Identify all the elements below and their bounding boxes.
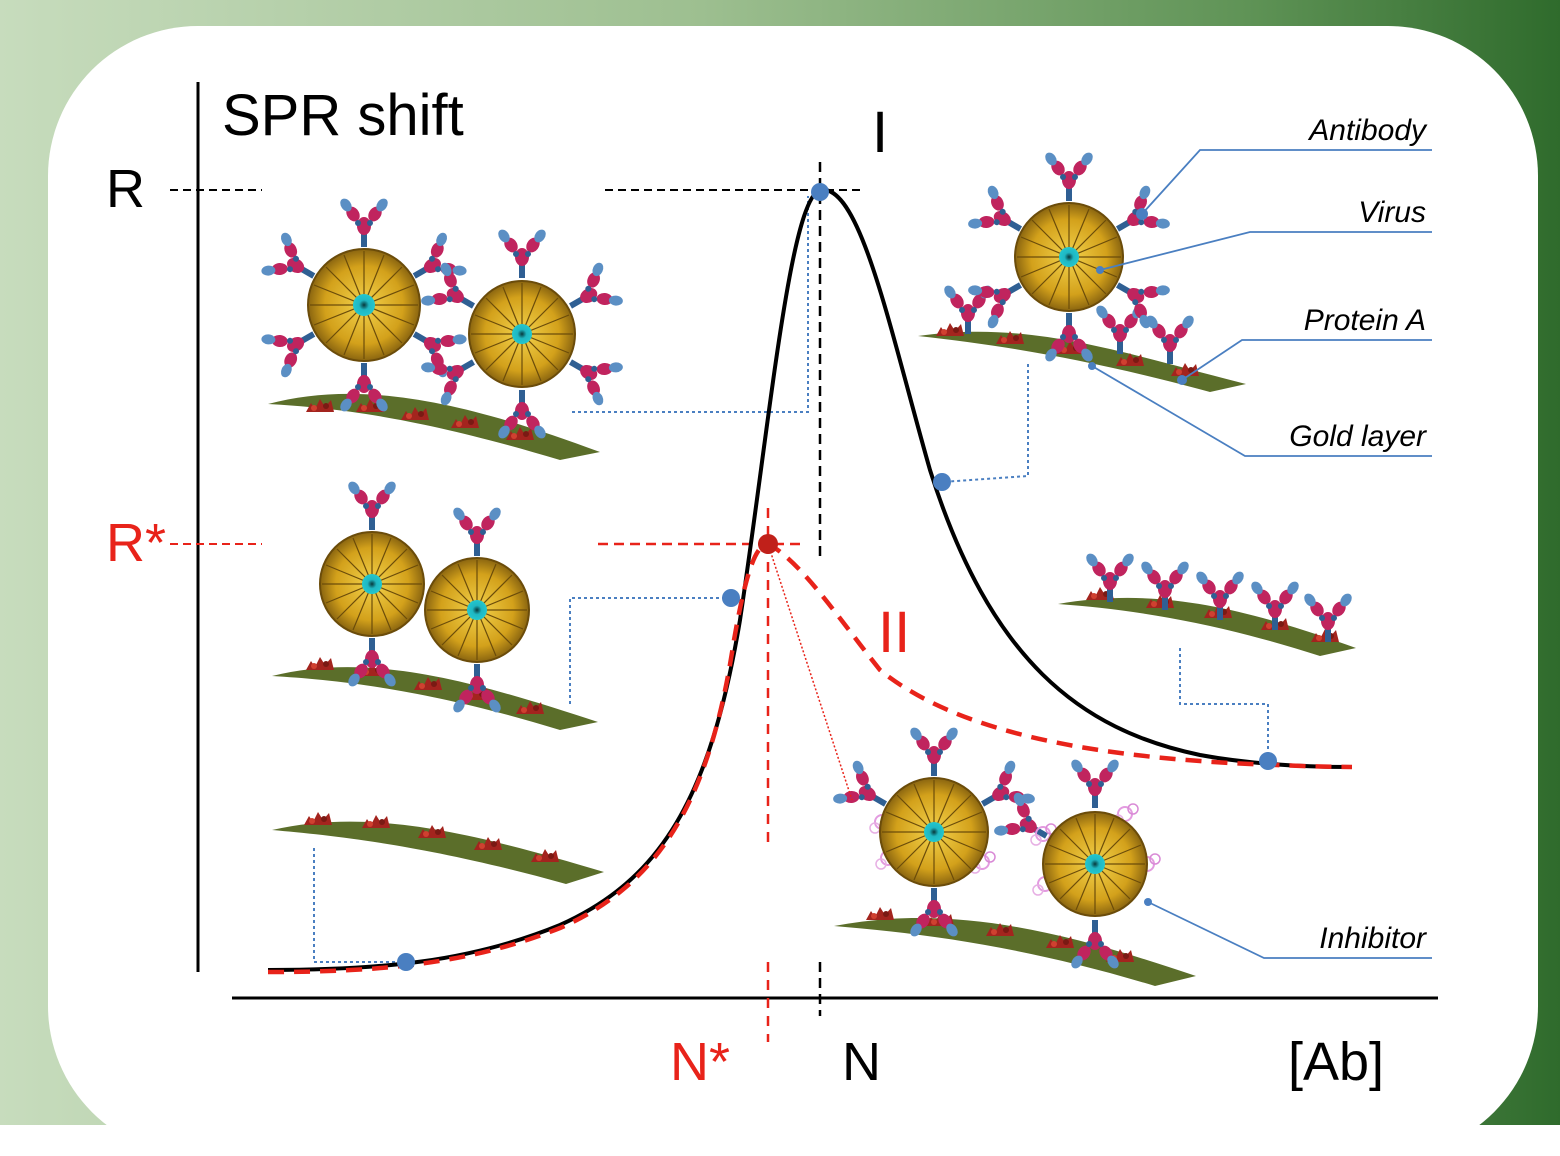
markers <box>397 183 1277 971</box>
curve-two-label: II <box>878 600 910 665</box>
connectors <box>313 149 1432 963</box>
x-axis-title: [Ab] <box>1288 1032 1384 1092</box>
label-virus: Virus <box>1358 196 1426 229</box>
scene-antibody-virus-bound <box>256 196 628 460</box>
marker-peak-one <box>811 183 829 201</box>
scene-saturated-antibody <box>918 150 1246 392</box>
marker-rising <box>722 589 740 607</box>
y-tick-r: R <box>106 159 145 219</box>
curve-one-label: I <box>872 100 888 165</box>
label-gold-layer: Gold layer <box>1289 420 1427 453</box>
reference-lines <box>170 162 860 1042</box>
marker-peak-two <box>758 534 778 554</box>
marker-protein-a-label <box>1177 375 1187 385</box>
label-protein-a: Protein A <box>1304 304 1426 337</box>
y-tick-r-star: R* <box>106 513 166 573</box>
x-tick-n-star: N* <box>670 1032 730 1092</box>
marker-antibody-label <box>1136 208 1148 220</box>
scene-antibody-only-surface <box>1058 551 1356 656</box>
marker-tail <box>1259 752 1277 770</box>
marker-inhibitor-label <box>1144 898 1152 906</box>
curve-two <box>267 541 1353 975</box>
scene-inhibitor <box>828 725 1196 986</box>
marker-baseline <box>397 953 415 971</box>
marker-virus-label <box>1096 266 1104 274</box>
axes <box>196 82 1438 1000</box>
label-antibody: Antibody <box>1307 114 1428 147</box>
y-axis-title: SPR shift <box>222 83 464 148</box>
scene-bare-gold-layer <box>272 812 604 884</box>
marker-falling <box>933 473 951 491</box>
spr-diagram: SPR shift R R* I II N N* [Ab] Antibody V… <box>106 82 1438 1092</box>
scene-virus-bound-low-antibody <box>272 479 598 730</box>
x-tick-n: N <box>842 1032 881 1092</box>
curve-one <box>267 187 1353 972</box>
label-inhibitor: Inhibitor <box>1319 922 1427 955</box>
marker-gold-layer-label <box>1088 362 1096 370</box>
